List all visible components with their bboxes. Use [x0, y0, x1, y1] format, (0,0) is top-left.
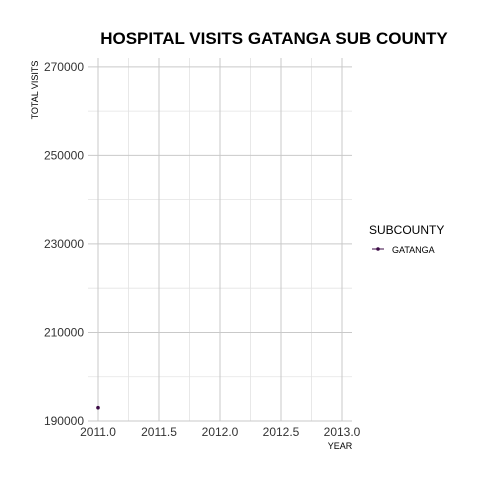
- x-axis: 2011.0 2011.5 2012.0 2012.5 2013.0: [80, 425, 361, 439]
- y-axis: 190000 210000 230000 250000 270000: [44, 60, 84, 428]
- y-tick-label: 190000: [44, 414, 84, 428]
- grid: [88, 58, 352, 422]
- y-axis-title: TOTAL VISITS: [30, 61, 40, 120]
- chart-title: HOSPITAL VISITS GATANGA SUB COUNTY: [100, 29, 448, 48]
- x-tick-label: 2011.0: [80, 425, 116, 439]
- y-tick-label: 250000: [44, 148, 84, 162]
- x-tick-label: 2011.5: [141, 425, 177, 439]
- x-tick-label: 2013.0: [324, 425, 361, 439]
- series-layer: [96, 405, 100, 410]
- y-tick-label: 210000: [44, 325, 84, 339]
- legend-label-gatanga: GATANGA: [392, 245, 435, 255]
- y-tick-label: 230000: [44, 237, 84, 251]
- data-point: [96, 405, 100, 410]
- legend-title: SUBCOUNTY: [369, 223, 444, 237]
- y-tick-label: 270000: [44, 60, 84, 74]
- legend: SUBCOUNTY GATANGA: [369, 223, 444, 255]
- x-tick-label: 2012.5: [263, 425, 300, 439]
- x-tick-label: 2012.0: [202, 425, 239, 439]
- legend-key-point: [376, 247, 380, 251]
- x-axis-title: YEAR: [328, 441, 353, 451]
